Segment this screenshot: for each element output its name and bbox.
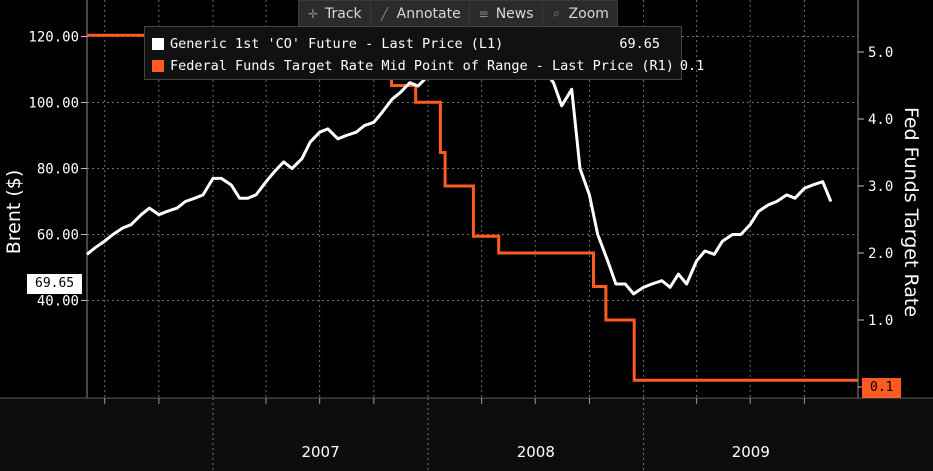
magnifier-icon: ⌕ [553,6,560,20]
annotate-label: Annotate [396,5,461,22]
right-tick-label: 3.0 [868,179,893,195]
news-button[interactable]: ≡ News [470,1,543,26]
brent-last-value-tag: 69.65 [27,274,83,294]
news-icon: ≡ [478,6,489,21]
legend-swatch-brent [152,38,164,50]
right-tick-label: 2.0 [868,246,893,262]
crosshair-icon: ✛ [307,6,319,21]
x-tick-label: 2009 [732,443,770,461]
track-button[interactable]: ✛ Track [299,1,371,26]
legend-entry-fed[interactable]: Federal Funds Target Rate Mid Point of R… [152,58,704,74]
news-label: News [495,5,534,22]
right-axis-title: Fed Funds Target Rate [900,106,922,318]
date-axis-band [0,398,933,471]
right-tick-label: 4.0 [868,112,893,128]
x-tick-label: 2008 [517,443,555,461]
legend-entry-brent[interactable]: Generic 1st 'CO' Future - Last Price (L1… [152,36,674,52]
left-tick-label: 100.00 [28,96,79,112]
right-tick-label: 5.0 [868,45,893,61]
left-tick-label: 60.00 [37,228,79,244]
legend-label-fed: Federal Funds Target Rate Mid Point of R… [170,58,674,74]
tick-labels: 40.0060.0080.00100.00120.00140.000.01.02… [28,30,893,462]
zoom-button[interactable]: ⌕ Zoom [543,1,617,26]
fed-last-value-tag: 0.1 [862,378,902,398]
legend-swatch-fed [152,60,164,72]
legend-value-brent: 69.65 [619,36,660,52]
pencil-icon: ╱ [381,6,389,21]
chart-legend: Generic 1st 'CO' Future - Last Price (L1… [144,26,704,80]
left-tick-label: 40.00 [37,294,79,310]
left-axis-title: Brent ($) [3,169,25,255]
left-tick-label: 120.00 [28,30,79,46]
x-tick-label: 2007 [301,443,339,461]
chart-toolbar: ✛ Track ╱ Annotate ≡ News ⌕ Zoom [298,0,618,27]
track-label: Track [325,5,362,22]
right-tick-label: 1.0 [868,313,893,329]
zoom-label: Zoom [568,5,609,22]
legend-value-fed: 0.1 [679,58,705,74]
left-tick-label: 80.00 [37,162,79,178]
legend-label-brent: Generic 1st 'CO' Future - Last Price (L1… [170,36,504,52]
annotate-button[interactable]: ╱ Annotate [371,1,470,26]
